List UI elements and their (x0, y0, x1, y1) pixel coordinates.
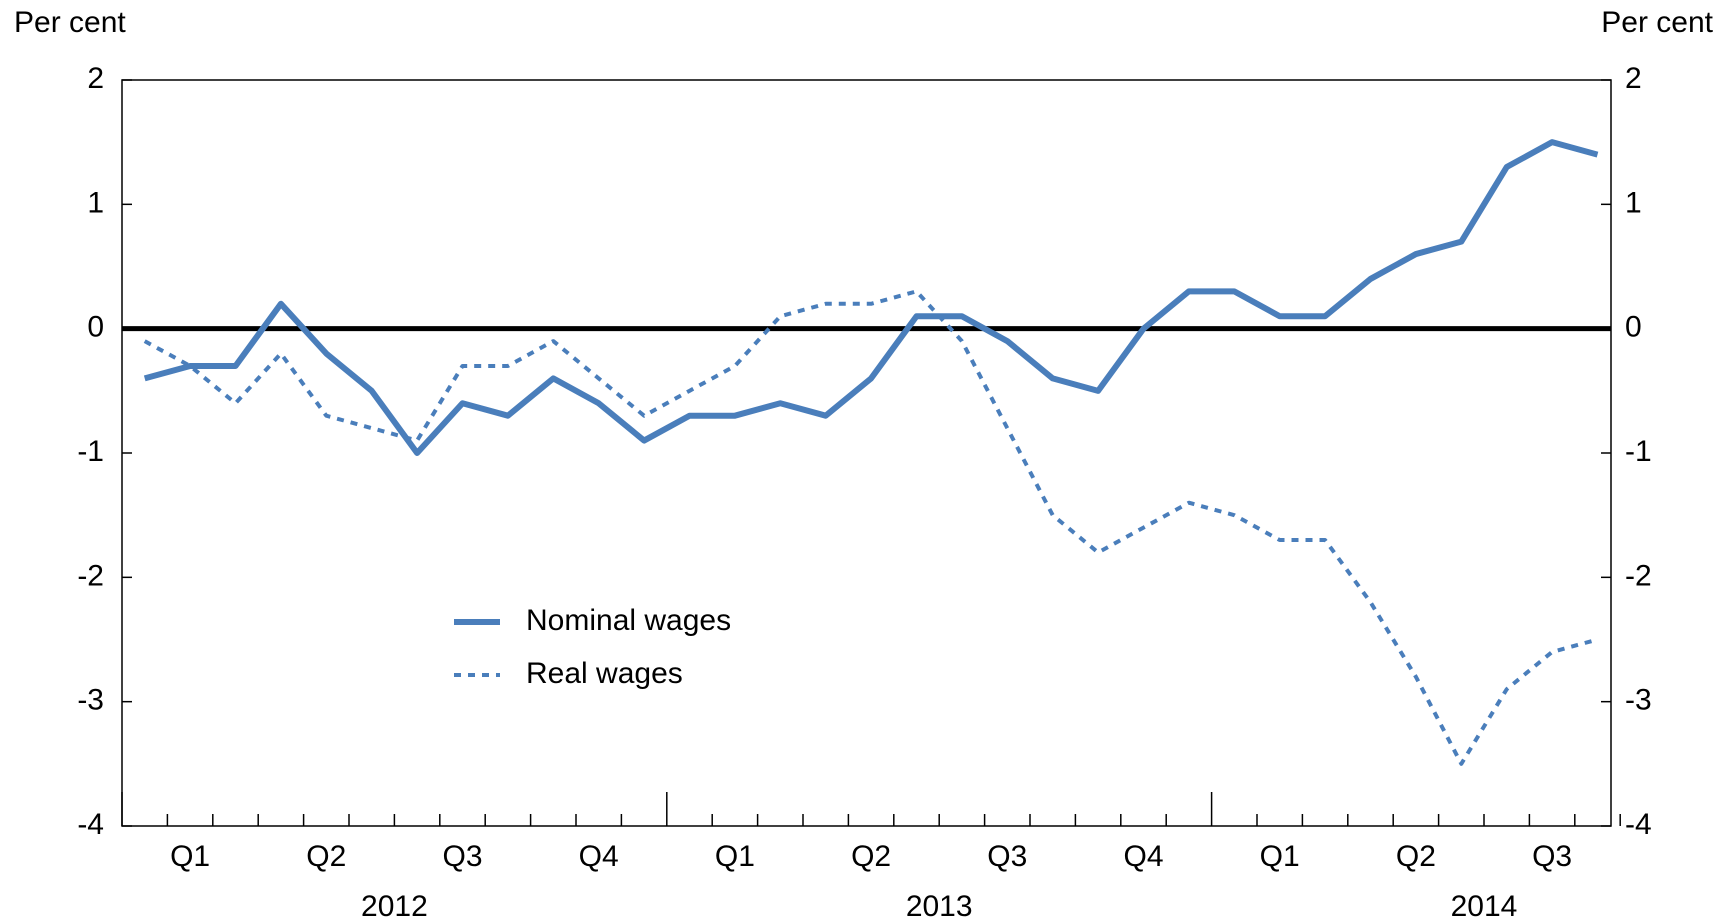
quarter-label: Q3 (442, 840, 482, 873)
y-tick-label: -1 (77, 435, 104, 468)
quarter-label: Q4 (579, 840, 619, 873)
legend-label: Real wages (526, 657, 683, 690)
year-label: 2014 (1451, 890, 1518, 921)
y2-tick-label: 0 (1625, 311, 1642, 344)
y2-tick-label: 1 (1625, 186, 1642, 219)
y-tick-label: -2 (77, 559, 104, 592)
quarter-label: Q1 (715, 840, 755, 873)
plot-frame (121, 79, 1612, 827)
y2-tick-label: -4 (1625, 808, 1652, 841)
quarter-label: Q1 (1260, 840, 1300, 873)
quarter-label: Q2 (851, 840, 891, 873)
line-series (143, 289, 1599, 766)
y-tick-label: 2 (87, 62, 104, 95)
quarter-label: Q2 (1396, 840, 1436, 873)
year-label: 2013 (906, 890, 973, 921)
quarter-label: Q1 (170, 840, 210, 873)
y2-tick-label: -3 (1625, 684, 1652, 717)
quarter-label: Q2 (306, 840, 346, 873)
line-series (143, 139, 1599, 456)
y-tick-label: -4 (77, 808, 104, 841)
quarter-label: Q4 (1123, 840, 1163, 873)
legend-label: Nominal wages (526, 604, 731, 637)
y2-axis-label: Per cent (1601, 6, 1713, 39)
y-tick-label: 1 (87, 186, 104, 219)
y-tick-label: 0 (87, 311, 104, 344)
y-tick-label: -3 (77, 684, 104, 717)
y2-tick-label: 2 (1625, 62, 1642, 95)
quarter-label: Q3 (987, 840, 1027, 873)
year-label: 2012 (361, 890, 428, 921)
y-axis-label: Per cent (14, 6, 126, 39)
quarter-label: Q3 (1532, 840, 1572, 873)
y2-tick-label: -1 (1625, 435, 1652, 468)
y2-tick-label: -2 (1625, 559, 1652, 592)
